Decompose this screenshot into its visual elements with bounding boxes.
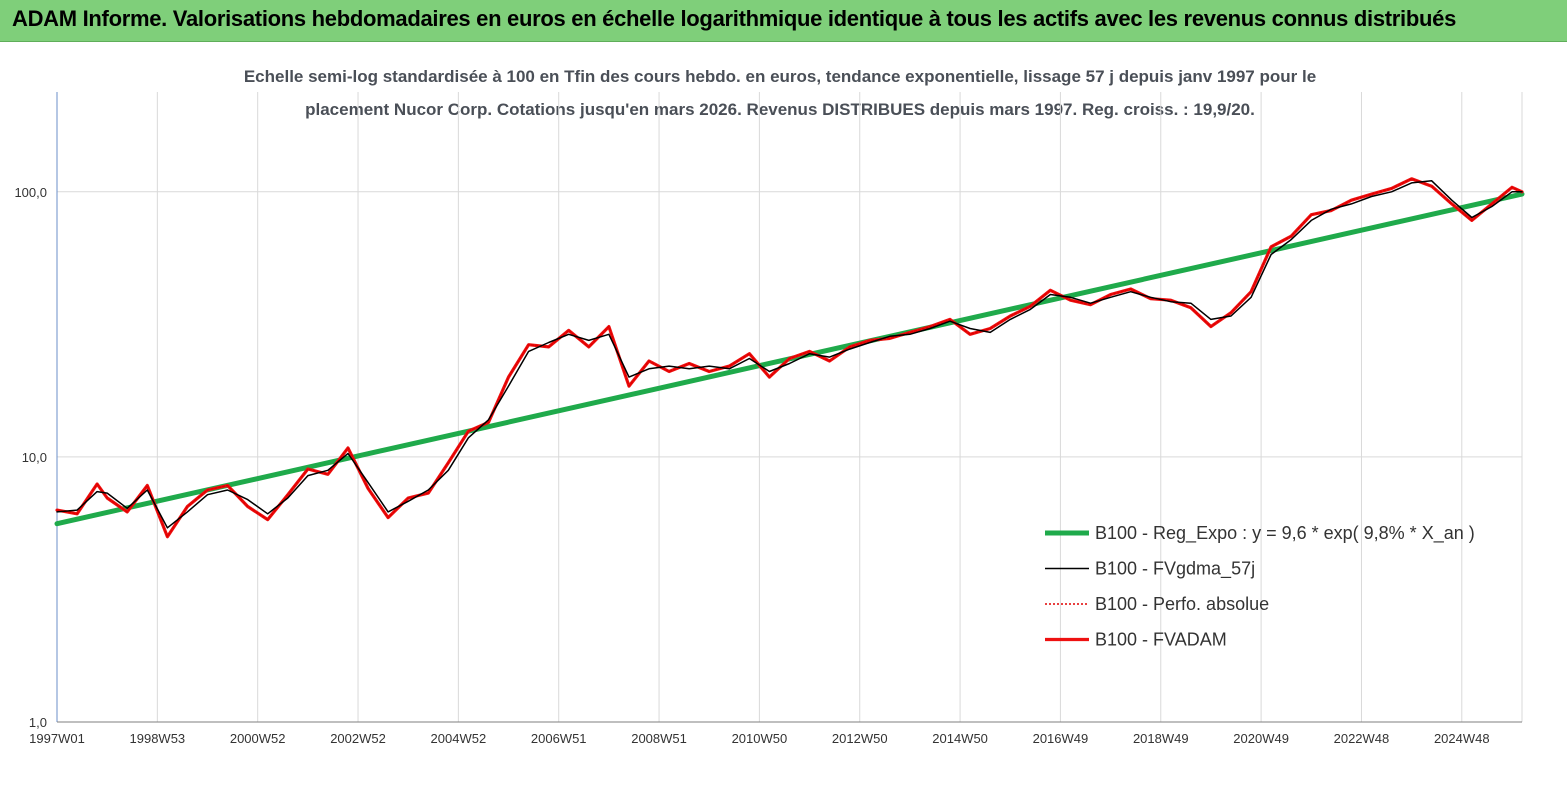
x-tick-label: 2016W49 [1033, 731, 1089, 746]
series-line-dotted-red [56, 178, 1523, 538]
x-tick-label: 2012W50 [832, 731, 888, 746]
series [54, 177, 1525, 539]
log-chart: Echelle semi-log standardisée à 100 en T… [14, 67, 1525, 746]
legend: B100 - Reg_Expo : y = 9,6 * exp( 9,8% * … [1045, 523, 1475, 650]
y-tick-label: 100,0 [14, 185, 47, 200]
chart-subtitle-line1: Echelle semi-log standardisée à 100 en T… [244, 67, 1316, 86]
x-tick-label: 2006W51 [531, 731, 587, 746]
legend-label: B100 - Perfo. absolue [1095, 594, 1269, 614]
series-line-thin-black [56, 180, 1523, 529]
x-tick-label: 1998W53 [130, 731, 186, 746]
x-tick-label: 2004W52 [431, 731, 487, 746]
legend-label: B100 - FVADAM [1095, 630, 1227, 650]
x-tick-label: 2008W51 [631, 731, 687, 746]
report-header: ADAM Informe. Valorisations hebdomadaire… [0, 0, 1567, 42]
chart-subtitle-line2: placement Nucor Corp. Cotations jusqu'en… [305, 100, 1255, 119]
legend-label: B100 - Reg_Expo : y = 9,6 * exp( 9,8% * … [1095, 523, 1475, 544]
x-tick-label: 2024W48 [1434, 731, 1490, 746]
x-tick-label: 1997W01 [29, 731, 85, 746]
y-tick-label: 1,0 [29, 715, 47, 730]
grid [56, 92, 1523, 723]
chart-area: Echelle semi-log standardisée à 100 en T… [0, 42, 1567, 790]
x-tick-label: 2022W48 [1334, 731, 1390, 746]
x-tick-label: 2000W52 [230, 731, 286, 746]
axes: 1997W01 1998W53 2000W52 2002W52 2004W52 2006W… [14, 92, 1522, 746]
x-tick-label: 2014W50 [932, 731, 988, 746]
x-tick-label: 2010W50 [732, 731, 788, 746]
legend-label: B100 - FVgdma_57j [1095, 559, 1255, 580]
x-tick-label: 2020W49 [1233, 731, 1289, 746]
x-tick-label: 2018W49 [1133, 731, 1189, 746]
y-tick-label: 10,0 [22, 450, 47, 465]
x-tick-label: 2002W52 [330, 731, 386, 746]
report-title: ADAM Informe. Valorisations hebdomadaire… [12, 6, 1457, 31]
